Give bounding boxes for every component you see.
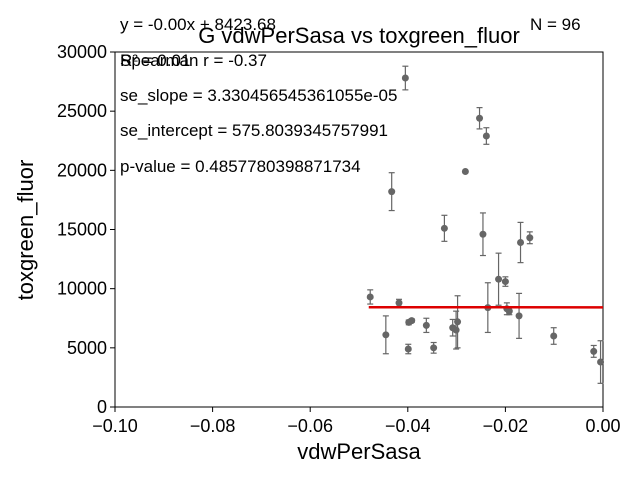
x-tick-label: −0.08 [190,416,236,436]
x-tick-label: −0.06 [287,416,333,436]
y-tick-label: 25000 [57,101,107,121]
data-point [408,317,416,325]
y-tick-label: 0 [97,397,107,417]
x-axis-label: vdwPerSasa [297,439,421,464]
data-marks [366,65,605,384]
data-point [515,312,523,320]
data-point [526,234,534,242]
data-point [401,74,409,82]
r-squared: R² = 0.01 [120,51,190,70]
data-point [476,114,484,122]
data-point [461,168,469,176]
data-point [454,318,462,326]
data-point [388,188,396,196]
chart-title: G vdwPerSasa vs toxgreen_fluor [198,23,520,48]
y-tick-label: 10000 [57,279,107,299]
x-tick-label: −0.02 [483,416,529,436]
data-point [501,278,509,286]
se-intercept: se_intercept = 575.8039345757991 [120,121,388,140]
data-point [422,321,430,329]
spearman-r: Spearman r = -0.37 [120,51,267,70]
y-tick-label: 20000 [57,160,107,180]
data-point [404,345,412,353]
data-point [597,358,605,366]
data-point [517,239,525,247]
data-point [495,275,503,283]
data-point [452,326,460,334]
data-point [505,307,513,315]
sample-count: N = 96 [530,15,581,34]
data-point [482,132,490,140]
y-tick-label: 5000 [67,338,107,358]
data-point [440,224,448,232]
x-tick-label: −0.10 [92,416,138,436]
data-point [550,332,558,340]
data-point [395,299,403,307]
plot-area-frame [114,51,604,408]
x-axis-ticks: −0.10 −0.08 −0.06 −0.04 −0.02 0.00 [92,407,621,436]
data-point [382,331,390,339]
y-tick-label: 15000 [57,220,107,240]
x-tick-label: 0.00 [585,416,620,436]
p-value: p-value = 0.4857780398871734 [120,157,361,176]
y-axis-ticks: 0 5000 10000 15000 20000 25000 30000 [57,42,115,417]
se-slope: se_slope = 3.330456545361055e-05 [120,86,397,105]
data-point [430,344,438,352]
regression-equation: y = -0.00x + 8423.68 [120,15,276,34]
data-point [366,293,374,301]
y-tick-label: 30000 [57,42,107,62]
data-point [590,347,598,355]
x-tick-label: −0.04 [385,416,431,436]
data-point [479,230,487,238]
y-axis-label: toxgreen_fluor [13,160,38,301]
